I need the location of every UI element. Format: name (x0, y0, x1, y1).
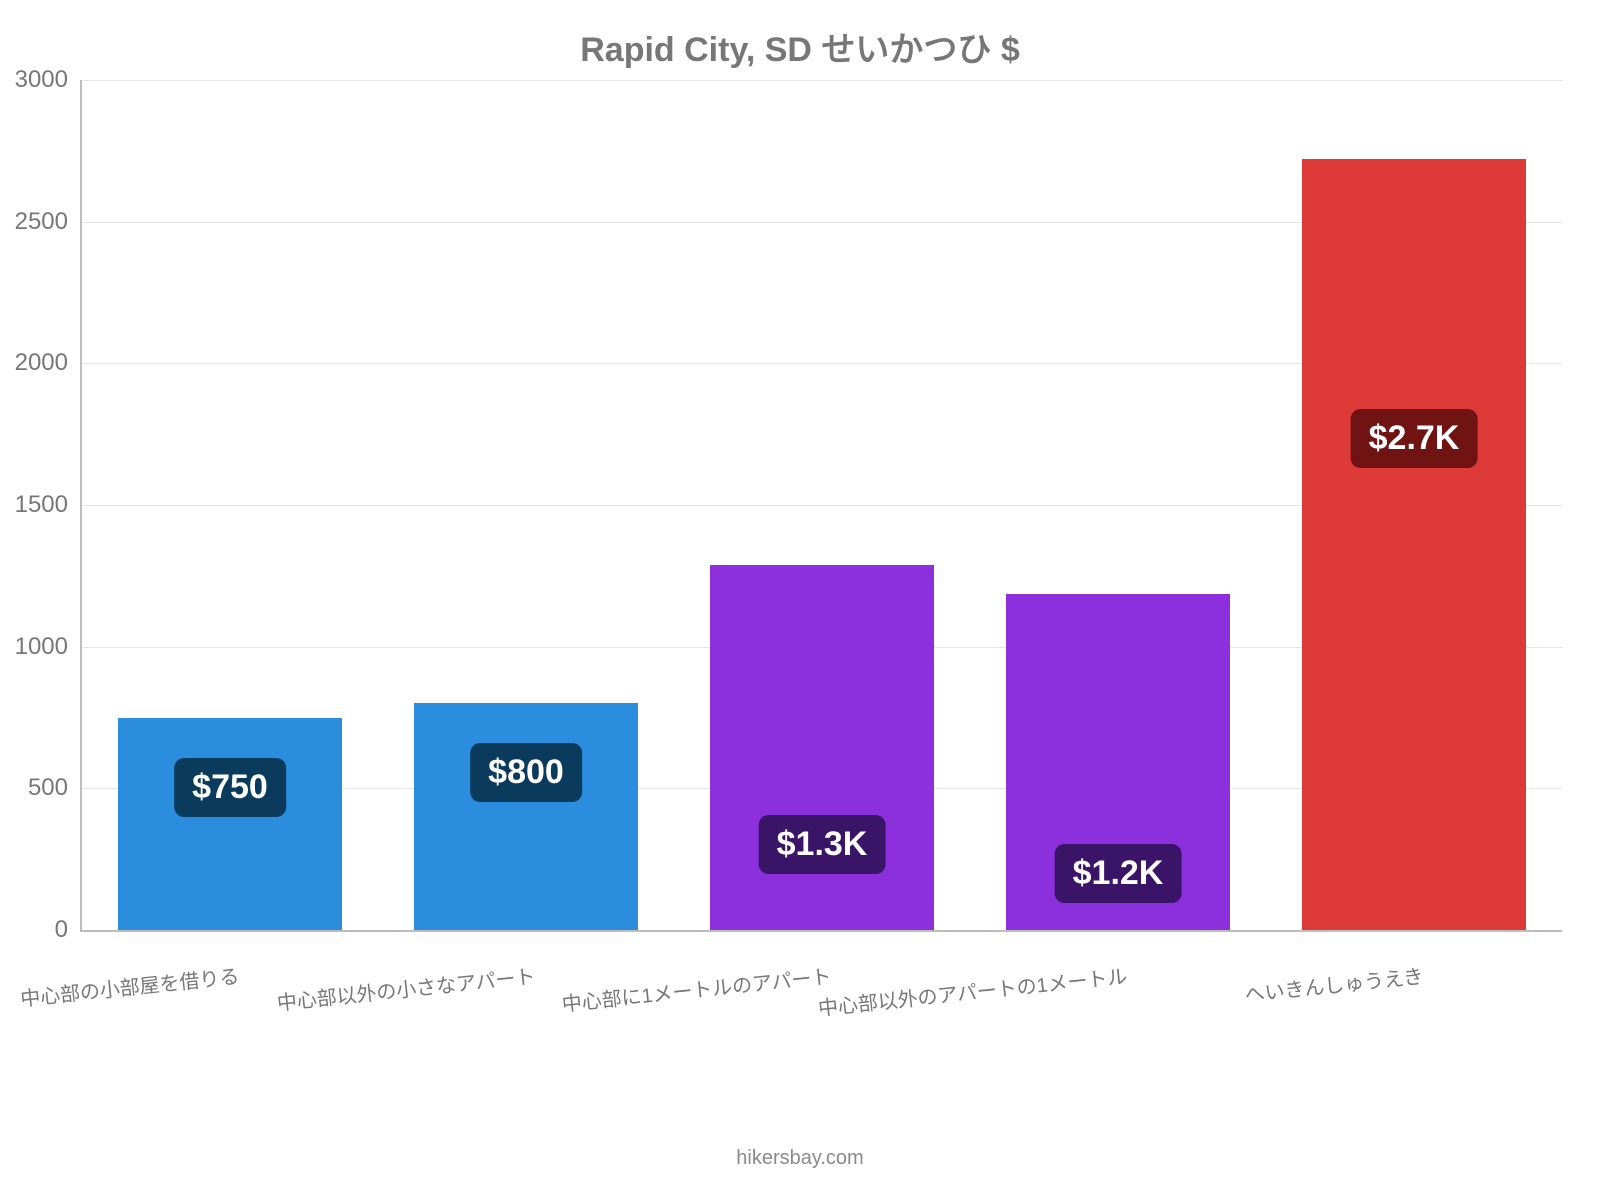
bar (414, 703, 639, 930)
x-tick-label: 中心部以外のアパートの1メートル (817, 960, 1129, 1021)
bar-value-label: $1.3K (759, 815, 886, 874)
chart-title: Rapid City, SD せいかつひ $ (0, 22, 1600, 71)
bar-value-label: $1.2K (1055, 844, 1182, 903)
plot-area: $750 $800 $1.3K $1.2K $2.7K (80, 80, 1562, 932)
bar-value-label: $800 (470, 743, 582, 802)
bar (1302, 159, 1527, 930)
y-tick-label: 2000 (15, 349, 68, 377)
y-tick-label: 0 (55, 916, 68, 944)
y-tick-label: 3000 (15, 66, 68, 94)
chart-container: Rapid City, SD せいかつひ $ $750 $800 $1.3K $1.2… (0, 0, 1600, 1200)
x-tick-label: 中心部以外の小さなアパート (276, 960, 537, 1016)
chart-footer: hikersbay.com (0, 1147, 1600, 1170)
y-tick-label: 2500 (15, 208, 68, 236)
bar-value-label: $750 (174, 758, 286, 817)
bar-value-label: $2.7K (1351, 409, 1478, 468)
y-tick-label: 1000 (15, 633, 68, 661)
x-tick-label: 中心部の小部屋を借りる (19, 960, 241, 1012)
y-tick-label: 1500 (15, 491, 68, 519)
y-tick-label: 500 (28, 774, 68, 802)
bar (710, 565, 935, 931)
bar (118, 718, 343, 931)
gridline (82, 80, 1562, 81)
x-tick-label: 中心部に1メートルのアパート (560, 960, 832, 1017)
x-tick-label: へいきんしゅうえき (1243, 960, 1424, 1008)
